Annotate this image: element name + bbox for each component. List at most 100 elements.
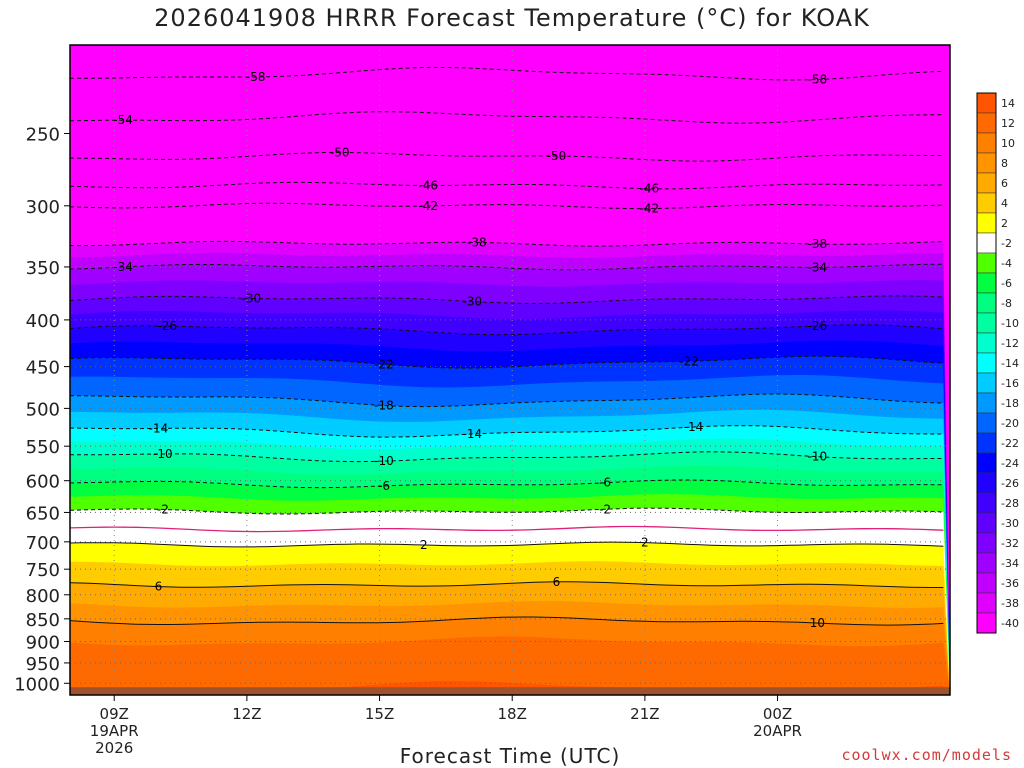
- contour-label: -10: [153, 447, 173, 461]
- x-tick-label: 12Z: [232, 705, 261, 723]
- contour-label: -26: [808, 319, 828, 333]
- legend-label: -28: [1001, 497, 1019, 510]
- legend-label: -30: [1001, 517, 1019, 530]
- legend-swatch--14: [976, 352, 997, 374]
- y-tick-label: 300: [26, 197, 60, 218]
- legend-label: -14: [1001, 357, 1019, 370]
- legend-label: -24: [1001, 457, 1019, 470]
- contour-label: -2: [599, 502, 611, 516]
- contour-label: -58: [808, 72, 828, 86]
- contour-label: -58: [246, 70, 266, 84]
- contour-layer: -58 -58 -54 -50 -50 -46 -46 -42 -42 -38 -38 -34 -34 -…: [70, 66, 944, 630]
- legend-swatch--10: [976, 312, 997, 334]
- contour-line--30: [70, 295, 944, 304]
- contour-line--26: [70, 324, 944, 336]
- legend-swatch-14: [976, 92, 997, 114]
- y-tick-label: 450: [26, 358, 60, 379]
- legend-swatch--12: [976, 332, 997, 354]
- contour-label: -10: [808, 450, 828, 464]
- x-tick-label: 21Z: [630, 705, 659, 723]
- contour-line--10: [70, 451, 944, 463]
- legend-label: 8: [1001, 157, 1008, 170]
- contour-label: 2: [641, 536, 649, 550]
- legend-label: -4: [1001, 257, 1012, 270]
- legend-frame: [976, 92, 997, 634]
- color-legend: 14 12 10 8 6 4 2 -2 -4 -6 -8 -10 -12 -14 -16 -18 -20 -22 -…: [976, 92, 1019, 634]
- contour-line--38: [70, 240, 944, 247]
- legend-label: 14: [1001, 97, 1015, 110]
- y-tick-label: 850: [26, 610, 60, 631]
- contour-label: -34: [808, 260, 828, 274]
- contour-line--50: [70, 151, 944, 162]
- x-tick-label: 18Z: [498, 705, 527, 723]
- contour-line--22: [70, 355, 944, 369]
- contour-line-10: [70, 616, 944, 626]
- y-tick-label: 700: [26, 533, 60, 554]
- contour-label: -50: [547, 149, 567, 163]
- contour-label: -18: [374, 399, 394, 413]
- ground-layer: [70, 687, 950, 695]
- contour-line--34: [70, 263, 944, 271]
- legend-swatch--8: [976, 292, 997, 314]
- contour-label: -14: [463, 427, 483, 441]
- contour-label: -34: [113, 260, 133, 274]
- legend-swatch--26: [976, 472, 997, 494]
- legend-label: 10: [1001, 137, 1015, 150]
- y-tick-label: 500: [26, 399, 60, 420]
- y-tick-label: 400: [26, 311, 60, 332]
- legend-swatch--40: [976, 612, 997, 634]
- contour-label: -54: [113, 113, 133, 127]
- contour-label: -30: [242, 291, 262, 305]
- x-tick-label: 2026: [95, 739, 133, 757]
- contour-label: -10: [374, 454, 394, 468]
- legend-swatch-4: [976, 192, 997, 214]
- contour-line--2: [70, 507, 944, 515]
- contour-line--42: [70, 202, 944, 210]
- contour-label: -6: [378, 479, 390, 493]
- contour-line--58: [70, 66, 944, 81]
- freezing-line: [70, 525, 944, 533]
- contour-label: -46: [418, 179, 438, 193]
- contour-label: 2: [420, 538, 428, 552]
- contour-label: -14: [684, 420, 704, 434]
- x-tick-label: 00Z: [763, 705, 792, 723]
- legend-swatch-2: [976, 212, 997, 234]
- contour-label: 6: [553, 575, 561, 589]
- axis-layer: 2503003504004505005506006507007508008509…: [14, 124, 802, 757]
- plot-frame: [69, 44, 951, 696]
- legend-label: -26: [1001, 477, 1019, 490]
- contour-line--6: [70, 479, 944, 489]
- ground-fill: [70, 687, 950, 695]
- legend-swatch--2: [976, 232, 997, 254]
- contour-label: -42: [418, 199, 438, 213]
- band-12: [70, 636, 950, 695]
- legend-label: -36: [1001, 577, 1019, 590]
- contour-label: -38: [467, 235, 487, 249]
- legend-swatch--36: [976, 572, 997, 594]
- legend-swatch--28: [976, 492, 997, 514]
- contour-line--54: [70, 111, 944, 124]
- legend-swatch--20: [976, 412, 997, 434]
- legend-label: -10: [1001, 317, 1019, 330]
- legend-label: -16: [1001, 377, 1019, 390]
- legend-label: 6: [1001, 177, 1008, 190]
- contour-label: -22: [374, 357, 394, 371]
- contour-label: -14: [149, 421, 169, 435]
- contour-label: 6: [155, 580, 163, 594]
- legend-label: -40: [1001, 617, 1019, 630]
- legend-swatch--6: [976, 272, 997, 294]
- contour-label: -50: [330, 145, 350, 159]
- y-tick-label: 750: [26, 560, 60, 581]
- legend-swatch--34: [976, 552, 997, 574]
- contour-label: -46: [639, 182, 659, 196]
- legend-label: -12: [1001, 337, 1019, 350]
- legend-label: 4: [1001, 197, 1008, 210]
- credit-text: coolwx.com/models: [841, 746, 1012, 764]
- legend-swatch-10: [976, 132, 997, 154]
- x-tick-label: 09Z: [100, 705, 129, 723]
- legend-label: -2: [1001, 237, 1012, 250]
- legend-swatch--24: [976, 452, 997, 474]
- legend-label: -18: [1001, 397, 1019, 410]
- legend-label: 2: [1001, 217, 1008, 230]
